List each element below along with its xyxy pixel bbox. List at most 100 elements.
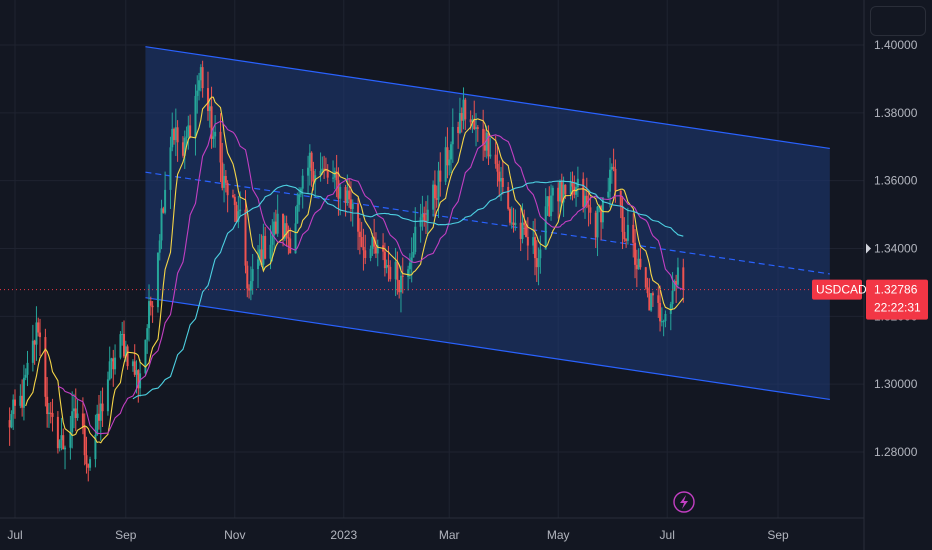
candle-body — [106, 379, 109, 412]
candle-body — [289, 238, 292, 254]
candle-body — [675, 280, 678, 285]
candle-body — [533, 237, 536, 259]
candle-body — [319, 170, 322, 176]
candle-body — [176, 127, 179, 143]
candle-body — [174, 127, 177, 141]
candle-body — [335, 171, 338, 181]
price-tick-label: 1.38000 — [874, 106, 918, 120]
candle-body — [576, 178, 579, 188]
candle-body — [158, 240, 161, 253]
candle-body — [81, 413, 84, 427]
price-tick-label: 1.28000 — [874, 445, 918, 459]
candle-body — [257, 259, 260, 270]
candle-body — [682, 267, 685, 290]
candle-body — [251, 269, 254, 282]
time-tick-label: Sep — [767, 528, 789, 542]
candle-body — [121, 333, 124, 335]
candle-body — [435, 198, 438, 200]
parallel-channel[interactable] — [145, 46, 830, 401]
candle-body — [387, 265, 390, 267]
candle-body — [64, 447, 67, 450]
candle-body — [283, 223, 286, 239]
candle-body — [189, 125, 192, 138]
candle-body — [348, 190, 351, 200]
candle-body — [62, 435, 65, 450]
candle-body — [239, 209, 242, 212]
lightning-icon[interactable] — [673, 491, 695, 513]
candle-body — [37, 322, 40, 333]
candle-body — [496, 163, 499, 172]
candle-body — [539, 249, 542, 259]
candle-body — [673, 280, 676, 291]
candle-body — [460, 113, 463, 121]
candle-body — [337, 180, 340, 199]
candle-body — [144, 339, 147, 374]
candle-body — [657, 295, 660, 303]
candle-body — [609, 169, 612, 192]
candle-body — [87, 464, 90, 468]
candle-body — [448, 159, 451, 166]
candle-body — [410, 257, 413, 263]
candle-body — [31, 340, 34, 363]
candle-body — [260, 249, 263, 265]
candle-body — [525, 225, 528, 237]
candle-body — [635, 264, 638, 270]
time-axis[interactable]: Jul Sep Nov 2023 Mar May Jul Sep — [7, 528, 789, 542]
candle-body — [208, 106, 211, 111]
candle-body — [419, 217, 422, 227]
candle-body — [612, 166, 615, 169]
candle-body — [110, 358, 113, 362]
candle-body — [650, 293, 653, 311]
channel-upper-line[interactable] — [145, 46, 830, 150]
time-tick-label: May — [547, 528, 570, 542]
candle-body — [519, 222, 522, 239]
candle-body — [285, 223, 288, 238]
candle-body — [310, 152, 313, 171]
candle-body — [546, 196, 549, 207]
candle-body — [376, 245, 379, 254]
candle-body — [201, 67, 204, 89]
candle-body — [632, 224, 635, 243]
candle-body — [644, 267, 647, 288]
candle-body — [99, 403, 102, 421]
candle-body — [421, 213, 424, 218]
candle-body — [69, 432, 72, 448]
candle-body — [383, 251, 386, 269]
candle-body — [12, 399, 15, 415]
candle-body — [676, 267, 679, 285]
candle-body — [587, 204, 590, 208]
candle-body — [321, 168, 324, 171]
candle-body — [264, 235, 267, 259]
channel-lower-line[interactable] — [145, 297, 830, 401]
candle-body — [294, 223, 297, 254]
candle-body — [584, 195, 587, 207]
candle-body — [72, 408, 75, 412]
time-tick-label: Nov — [224, 528, 245, 542]
candle-body — [446, 147, 449, 166]
candle-body — [8, 420, 11, 428]
candle-body — [489, 154, 492, 157]
candle-body — [526, 236, 529, 246]
candle-body — [471, 119, 474, 123]
candle-body — [500, 178, 503, 182]
candle-body — [244, 209, 247, 266]
candle-body — [357, 203, 360, 232]
candle-body — [199, 67, 202, 81]
candle-body — [664, 313, 667, 322]
price-axis[interactable]: 1.400001.380001.360001.340001.320001.300… — [866, 38, 918, 459]
candle-body — [148, 301, 151, 329]
candle-body — [394, 261, 397, 280]
candle-body — [476, 127, 479, 129]
candle-body — [610, 166, 613, 170]
candle-body — [514, 222, 517, 226]
channel-mid-line[interactable] — [145, 171, 830, 275]
candle-body — [232, 195, 234, 197]
candle-body — [358, 231, 361, 238]
chart-settings-button[interactable] — [870, 6, 926, 36]
candle-body — [621, 206, 624, 232]
candle-body — [94, 434, 97, 460]
candle-body — [648, 293, 651, 311]
candle-body — [51, 413, 54, 417]
last-price-tag — [866, 279, 928, 320]
